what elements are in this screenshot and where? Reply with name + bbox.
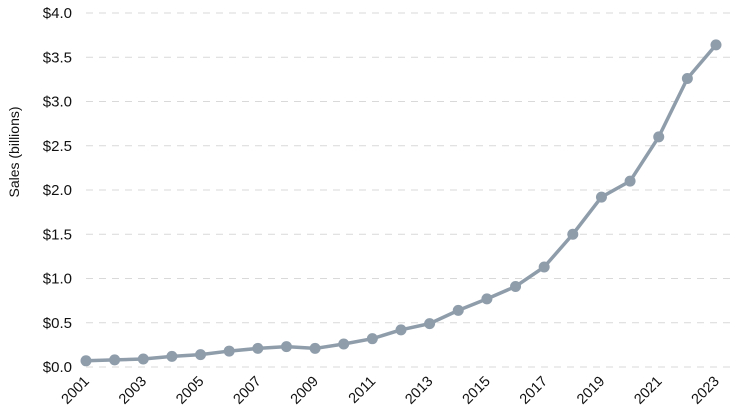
y-tick-label: $2.0 bbox=[43, 182, 72, 199]
data-point-2002 bbox=[109, 354, 121, 366]
data-point-2007 bbox=[252, 342, 264, 354]
data-point-2017 bbox=[538, 261, 550, 273]
y-tick-label: $1.0 bbox=[43, 271, 72, 288]
y-tick-label: $3.0 bbox=[43, 94, 72, 111]
data-point-2023 bbox=[710, 39, 722, 51]
data-point-2019 bbox=[595, 191, 607, 203]
x-tick-label: 2019 bbox=[574, 374, 608, 408]
x-tick-label: 2011 bbox=[346, 374, 379, 407]
x-tick-label: 2015 bbox=[460, 374, 494, 408]
y-tick-label: $0.0 bbox=[43, 359, 72, 376]
x-axis-ticks: 2001 2003 2005 2007 2009 2011 2013 2015 2017 2019… bbox=[59, 374, 723, 408]
data-point-2018 bbox=[567, 228, 579, 240]
y-tick-label: $1.5 bbox=[43, 226, 72, 243]
data-point-2012 bbox=[395, 324, 407, 336]
data-point-2005 bbox=[195, 349, 207, 361]
x-tick-label: 2001 bbox=[59, 374, 93, 408]
y-tick-label: $3.5 bbox=[43, 49, 72, 66]
x-tick-label: 2005 bbox=[173, 374, 207, 408]
y-axis-ticks: $0.0 $0.5 $1.0 $1.5 $2.0 $2.5 $3.0 $3.5 $4.0 bbox=[43, 5, 72, 376]
data-point-2001 bbox=[80, 355, 92, 367]
data-point-2021 bbox=[653, 131, 665, 143]
data-point-2015 bbox=[481, 293, 493, 305]
series-sales bbox=[80, 39, 722, 367]
data-point-2013 bbox=[424, 318, 436, 330]
y-tick-label: $2.5 bbox=[43, 138, 72, 155]
x-tick-label: 2003 bbox=[116, 374, 150, 408]
data-point-2010 bbox=[338, 338, 350, 350]
data-point-2003 bbox=[137, 353, 149, 365]
data-point-2006 bbox=[223, 345, 235, 357]
x-tick-label: 2023 bbox=[689, 374, 723, 408]
y-tick-label: $4.0 bbox=[43, 5, 72, 22]
x-tick-label: 2013 bbox=[402, 374, 436, 408]
data-point-2009 bbox=[309, 342, 321, 354]
y-axis-title: Sales (billions) bbox=[6, 106, 22, 197]
y-tick-label: $0.5 bbox=[43, 315, 72, 332]
gridlines bbox=[86, 12, 732, 368]
data-point-2022 bbox=[681, 72, 693, 84]
data-point-2020 bbox=[624, 175, 636, 187]
data-point-2014 bbox=[452, 304, 464, 316]
data-point-2011 bbox=[366, 333, 378, 345]
series-line bbox=[84, 43, 718, 363]
x-tick-label: 2007 bbox=[231, 374, 265, 408]
x-tick-label: 2009 bbox=[288, 374, 322, 408]
data-point-2016 bbox=[510, 280, 522, 292]
x-tick-label: 2021 bbox=[631, 374, 665, 408]
data-point-2008 bbox=[280, 341, 292, 353]
x-tick-label: 2017 bbox=[517, 374, 551, 408]
data-point-2004 bbox=[166, 350, 178, 362]
